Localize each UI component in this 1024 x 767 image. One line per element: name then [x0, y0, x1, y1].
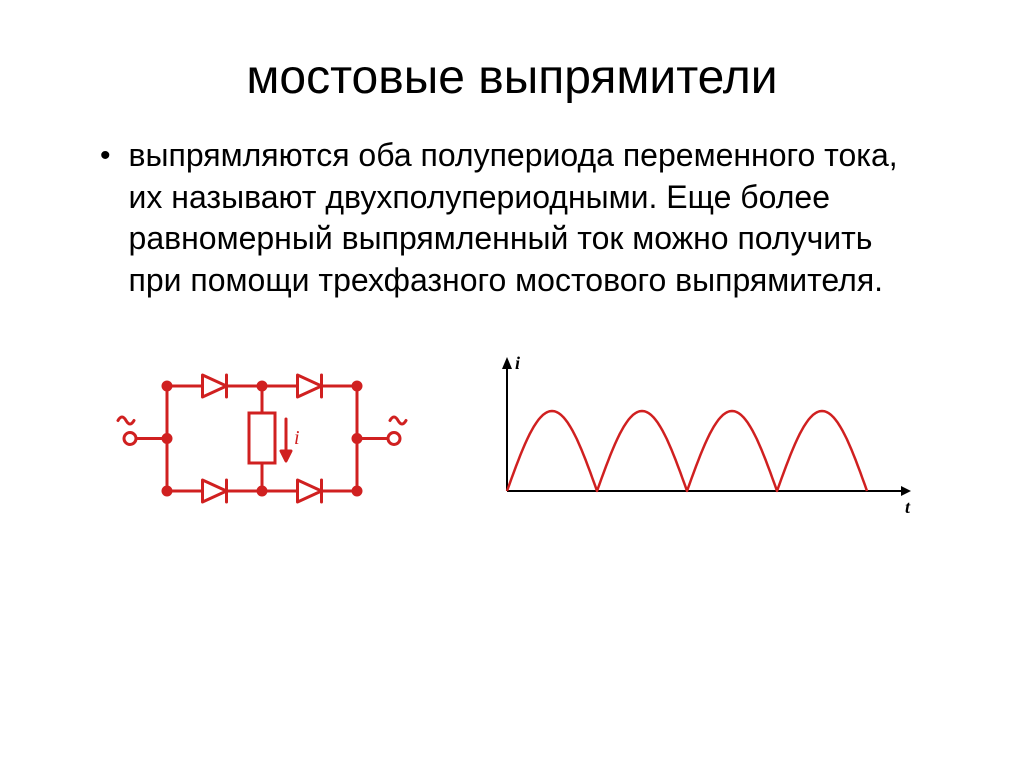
bridge-circuit-diagram: i: [112, 341, 412, 531]
rectified-waveform-diagram: it: [472, 351, 912, 521]
slide-title: мостовые выпрямители: [70, 50, 954, 105]
diagram-row: i it: [70, 341, 954, 531]
svg-text:t: t: [905, 497, 911, 517]
bullet-marker: •: [100, 135, 111, 177]
svg-text:i: i: [515, 353, 520, 373]
svg-text:i: i: [294, 427, 300, 449]
slide: мостовые выпрямители • выпрямляются оба …: [0, 0, 1024, 531]
bullet-text: выпрямляются оба полупериода переменного…: [129, 135, 909, 301]
bullet-item: • выпрямляются оба полупериода переменно…: [100, 135, 954, 301]
